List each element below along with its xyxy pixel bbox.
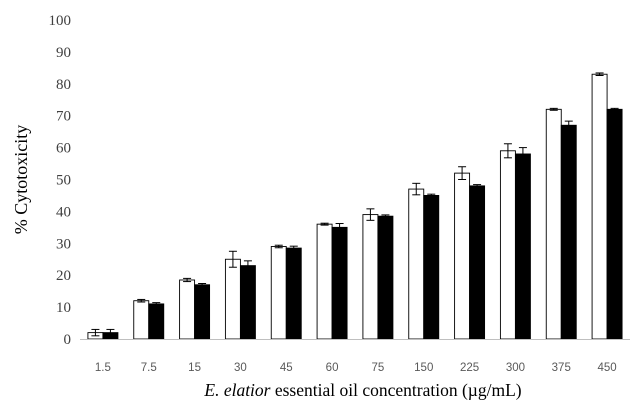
bar — [469, 185, 486, 340]
y-tick-label: 80 — [56, 77, 71, 93]
bar — [606, 108, 623, 340]
x-axis-label-rest: essential oil concentration (µg/mL) — [270, 380, 521, 400]
bar — [591, 73, 608, 340]
x-tick-label: 225 — [460, 362, 479, 374]
y-tick-label: 70 — [56, 109, 71, 125]
bar — [514, 153, 531, 340]
y-axis-ticks: 0 10 20 30 40 50 60 70 80 90 100 — [49, 13, 72, 348]
x-tick-label: 300 — [506, 362, 525, 374]
bar — [362, 214, 379, 340]
y-tick-label: 0 — [64, 332, 72, 348]
bar — [423, 194, 440, 340]
x-axis-label-italic: E. elatior — [203, 380, 270, 400]
y-axis-label: % Cytotoxicity — [11, 125, 31, 235]
x-tick-label: 30 — [234, 362, 247, 374]
x-axis-ticks: 1.5 7.5 15 30 45 60 75 150 225 300 375 450 — [95, 362, 617, 374]
x-tick-label: 60 — [326, 362, 339, 374]
bar — [377, 215, 394, 340]
x-tick-label: 1.5 — [95, 362, 111, 374]
bar — [285, 247, 302, 340]
x-tick-label: 45 — [280, 362, 293, 374]
y-tick-label: 10 — [56, 300, 71, 316]
x-tick-label: 375 — [552, 362, 571, 374]
bar — [408, 188, 425, 340]
bar — [179, 279, 196, 340]
x-tick-label: 15 — [188, 362, 201, 374]
y-tick-label: 60 — [56, 141, 71, 157]
bar — [224, 258, 241, 340]
bar — [270, 246, 287, 340]
y-tick-label: 100 — [49, 13, 72, 29]
bar — [148, 303, 165, 340]
bar — [331, 226, 348, 340]
bar-series — [87, 72, 623, 340]
y-tick-label: 90 — [56, 45, 71, 61]
bar — [499, 150, 516, 340]
bar — [194, 284, 211, 340]
x-tick-label: 75 — [372, 362, 385, 374]
x-tick-label: 7.5 — [141, 362, 157, 374]
bar — [239, 265, 256, 340]
y-tick-label: 40 — [56, 204, 71, 220]
y-tick-label: 20 — [56, 268, 71, 284]
bar — [316, 223, 333, 340]
bar — [560, 124, 577, 340]
x-axis-label: E. elatior essential oil concentration (… — [203, 380, 521, 400]
bar — [545, 108, 562, 340]
x-tick-label: 450 — [597, 362, 616, 374]
y-tick-label: 30 — [56, 236, 71, 252]
y-tick-label: 50 — [56, 173, 71, 189]
x-tick-label: 150 — [414, 362, 433, 374]
bar — [454, 172, 471, 340]
bar — [133, 300, 150, 340]
